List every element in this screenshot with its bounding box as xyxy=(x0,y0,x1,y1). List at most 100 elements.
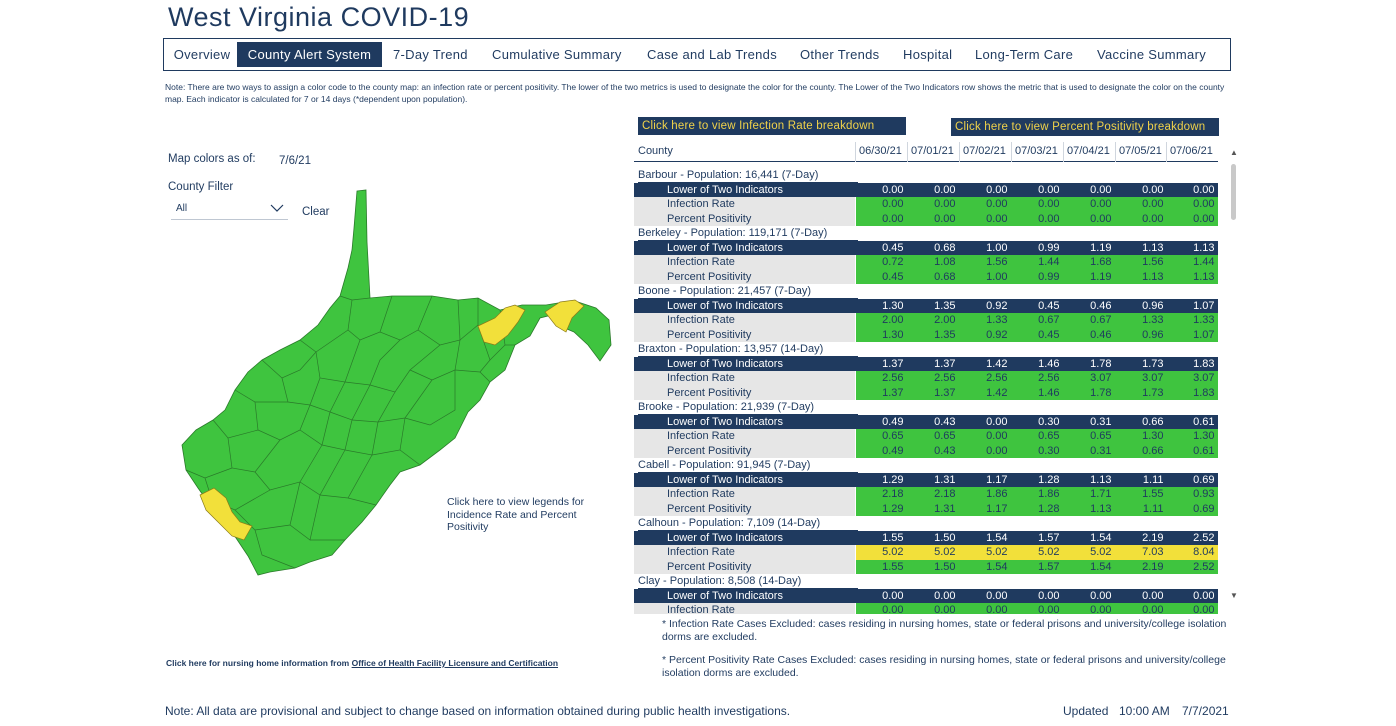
county-shape-yellow[interactable] xyxy=(199,487,253,541)
positivity-value-cell: 1.17 xyxy=(960,501,1012,516)
lower-row: Lower of Two Indicators 1.55 1.50 1.54 1.57 1… xyxy=(634,530,1218,545)
county-row[interactable]: Boone - Population: 21,457 (7-Day) xyxy=(634,284,1218,299)
infection-value-cell: 0.00 xyxy=(1167,197,1218,212)
positivity-value-cell: 1.30 xyxy=(856,327,908,342)
clear-filter-button[interactable]: Clear xyxy=(302,206,330,218)
infection-value-cell: 0.00 xyxy=(960,197,1012,212)
row-label-background xyxy=(634,487,855,502)
percent-positivity-breakdown-button[interactable]: Click here to view Percent Positivity br… xyxy=(951,118,1219,136)
infection-rate-breakdown-button[interactable]: Click here to view Infection Rate breakd… xyxy=(638,117,906,135)
infection-value-cell: 1.33 xyxy=(1167,313,1218,328)
positivity-value-cell: 0.00 xyxy=(1116,211,1168,226)
infection-row: Infection Rate 0.65 0.65 0.00 0.65 0.65 1.30 1.… xyxy=(634,429,1218,444)
infection-value-cell: 1.71 xyxy=(1064,487,1116,502)
row-label-background xyxy=(634,269,855,284)
lower-value-cell: 1.00 xyxy=(986,241,1008,254)
positivity-value-cell: 0.92 xyxy=(960,327,1012,342)
lower-value-cell: 1.19 xyxy=(1090,241,1112,254)
county-row[interactable]: Braxton - Population: 13,957 (14-Day) xyxy=(634,342,1218,357)
lower-row: Lower of Two Indicators 0.00 0.00 0.00 0.00 0… xyxy=(634,182,1218,197)
lower-value-cell: 0.00 xyxy=(1193,183,1215,196)
county-filter-dropdown[interactable]: All xyxy=(171,200,288,220)
county-shape-yellow[interactable] xyxy=(477,304,526,346)
positivity-value-cell: 0.30 xyxy=(1012,443,1064,458)
row-label-background xyxy=(634,313,855,328)
scroll-up-icon[interactable]: ▲ xyxy=(1230,148,1238,157)
lower-value-cell: 0.00 xyxy=(934,589,956,602)
lower-value-cell: 0.00 xyxy=(1038,589,1060,602)
column-separator xyxy=(1115,142,1116,162)
lower-value-cell: 0.00 xyxy=(986,183,1008,196)
positivity-value-cell: 1.00 xyxy=(960,269,1012,284)
date-column-header: 07/03/21 xyxy=(1015,145,1058,157)
lower-value-cell: 1.46 xyxy=(1038,357,1060,370)
infection-value-cell: 3.07 xyxy=(1116,371,1168,386)
lower-value-cell: 0.92 xyxy=(986,299,1008,312)
infection-label: Infection Rate xyxy=(667,372,735,384)
lower-value-cell: 0.30 xyxy=(1038,415,1060,428)
positivity-value-cell: 0.43 xyxy=(908,443,960,458)
county-row[interactable]: Berkeley - Population: 119,171 (7-Day) xyxy=(634,226,1218,241)
chevron-down-icon xyxy=(270,204,284,212)
table-scrollbar[interactable]: ▲ ▼ xyxy=(1229,148,1239,604)
lower-value-cell: 0.49 xyxy=(882,415,904,428)
county-shape[interactable] xyxy=(181,189,612,576)
lower-value-cell: 1.13 xyxy=(1193,241,1215,254)
lower-value-cell: 0.99 xyxy=(1038,241,1060,254)
legend-link[interactable]: Click here to view legends for Incidence… xyxy=(447,496,585,533)
infection-value-cell: 0.00 xyxy=(1116,197,1168,212)
infection-value-cell: 0.00 xyxy=(960,429,1012,444)
tab-county-alert-system[interactable]: County Alert System xyxy=(237,42,382,67)
lower-label: Lower of Two Indicators xyxy=(667,183,783,196)
wv-county-map[interactable] xyxy=(180,188,615,583)
tab-hospital[interactable]: Hospital xyxy=(903,47,953,62)
infection-value-cell: 1.44 xyxy=(1012,255,1064,270)
lower-value-cell: 1.54 xyxy=(1090,531,1112,544)
infection-value-cell: 1.30 xyxy=(1167,429,1218,444)
lower-value-cell: 0.00 xyxy=(1142,589,1164,602)
lower-value-cell: 0.00 xyxy=(882,589,904,602)
tab-7-day-trend[interactable]: 7-Day Trend xyxy=(393,47,468,62)
positivity-value-cell: 1.29 xyxy=(856,501,908,516)
infection-value-cell: 0.00 xyxy=(908,197,960,212)
tab-long-term-care[interactable]: Long-Term Care xyxy=(975,47,1074,62)
infection-value-cell: 0.65 xyxy=(908,429,960,444)
infection-value-cell: 0.00 xyxy=(960,603,1012,614)
infection-value-cell: 1.33 xyxy=(960,313,1012,328)
infection-value-cell: 5.02 xyxy=(1012,545,1064,560)
lower-value-cell: 0.00 xyxy=(986,589,1008,602)
county-row[interactable]: Barbour - Population: 16,441 (7-Day) xyxy=(634,168,1218,183)
county-filter-value: All xyxy=(176,203,188,214)
infection-row: Infection Rate 0.72 1.08 1.56 1.44 1.68 1.56 1.… xyxy=(634,255,1218,270)
row-label-background xyxy=(634,371,855,386)
lower-value-cell: 0.31 xyxy=(1090,415,1112,428)
county-row[interactable]: Clay - Population: 8,508 (14-Day) xyxy=(634,574,1218,589)
county-row[interactable]: Calhoun - Population: 7,109 (14-Day) xyxy=(634,516,1218,531)
tab-vaccine-summary[interactable]: Vaccine Summary xyxy=(1097,47,1207,62)
infection-value-cell: 1.86 xyxy=(960,487,1012,502)
licensure-link[interactable]: Office of Health Facility Licensure and … xyxy=(351,658,559,668)
scroll-down-icon[interactable]: ▼ xyxy=(1230,591,1238,600)
tab-case-and-lab-trends[interactable]: Case and Lab Trends xyxy=(647,47,778,62)
lower-value-cell: 0.43 xyxy=(934,415,956,428)
positivity-row: Percent Positivity 1.29 1.31 1.17 1.28 1.13 1.… xyxy=(634,501,1218,516)
infection-value-cell: 2.56 xyxy=(1012,371,1064,386)
infection-row: Infection Rate 2.00 2.00 1.33 0.67 0.67 1.33 1.… xyxy=(634,313,1218,328)
table-body: Barbour - Population: 16,441 (7-Day) Lowe… xyxy=(634,168,1218,614)
county-row[interactable]: Cabell - Population: 91,945 (7-Day) xyxy=(634,458,1218,473)
row-label-background xyxy=(634,385,855,400)
lower-value-cell: 0.00 xyxy=(1090,183,1112,196)
lower-value-cell: 0.00 xyxy=(1038,183,1060,196)
scroll-thumb[interactable] xyxy=(1231,164,1236,220)
county-row[interactable]: Brooke - Population: 21,939 (7-Day) xyxy=(634,400,1218,415)
county-shape-yellow[interactable] xyxy=(544,299,585,333)
tab-other-trends[interactable]: Other Trends xyxy=(800,47,880,62)
row-label-background xyxy=(634,211,855,226)
county-table[interactable]: County 06/30/21 07/01/21 07/02/21 07/03/21 0… xyxy=(634,142,1218,614)
tab-cumulative-summary[interactable]: Cumulative Summary xyxy=(492,47,622,62)
positivity-value-cell: 1.37 xyxy=(856,385,908,400)
date-column-header: 07/06/21 xyxy=(1170,145,1213,157)
positivity-value-cell: 1.35 xyxy=(908,327,960,342)
tab-overview[interactable]: Overview xyxy=(173,47,231,62)
lower-label: Lower of Two Indicators xyxy=(667,241,783,254)
